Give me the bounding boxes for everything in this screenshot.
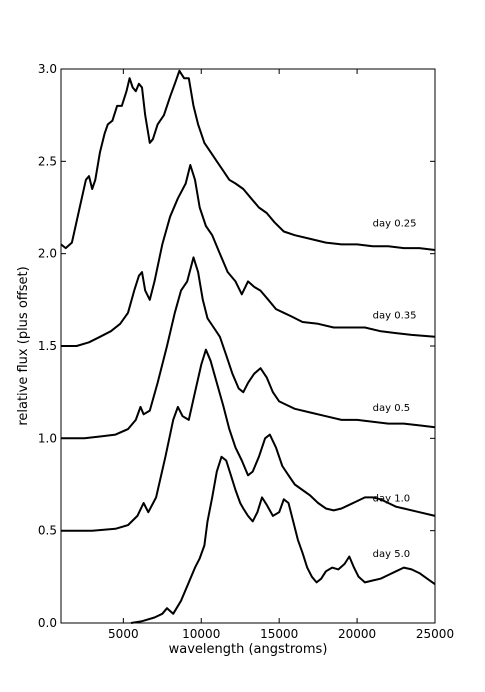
x-tick-label: 5000 xyxy=(108,627,139,641)
x-tick-label: 10000 xyxy=(182,627,220,641)
y-tick-label: 0.5 xyxy=(38,524,57,538)
series-label: day 0.25 xyxy=(373,218,417,229)
spectra-lines xyxy=(60,69,436,624)
y-axis-label: relative flux (plus offset) xyxy=(16,266,31,425)
spectrum-line xyxy=(60,69,436,251)
y-tick-label: 2.5 xyxy=(38,154,57,168)
x-axis-label: wavelength (angstroms) xyxy=(169,642,328,657)
y-tick-label: 1.5 xyxy=(38,339,57,353)
y-tick-label: 1.0 xyxy=(38,431,57,445)
x-tick-label: 15000 xyxy=(260,627,298,641)
series-labels: day 0.25 day 0.35 day 0.5 day 1.0 day 5.0 xyxy=(373,218,417,560)
series-label: day 0.5 xyxy=(373,403,410,414)
x-axis-ticks: 5000 10000 15000 20000 25000 xyxy=(108,69,454,641)
y-tick-label: 3.0 xyxy=(38,62,57,76)
plot-frame xyxy=(60,68,436,624)
series-label: day 1.0 xyxy=(373,493,410,504)
x-tick-label: 20000 xyxy=(338,627,376,641)
series-label: day 5.0 xyxy=(373,549,410,560)
y-tick-label: 0.0 xyxy=(38,616,57,630)
spectrum-line xyxy=(61,164,436,347)
y-tick-label: 2.0 xyxy=(38,247,57,261)
spectrum-line xyxy=(130,455,436,624)
x-tick-label: 25000 xyxy=(416,627,454,641)
spectrum-line xyxy=(61,256,436,440)
series-label: day 0.35 xyxy=(373,311,417,322)
y-axis-ticks: 0.0 0.5 1.0 1.5 2.0 2.5 3.0 xyxy=(38,62,435,630)
spectrum-line xyxy=(61,348,436,532)
